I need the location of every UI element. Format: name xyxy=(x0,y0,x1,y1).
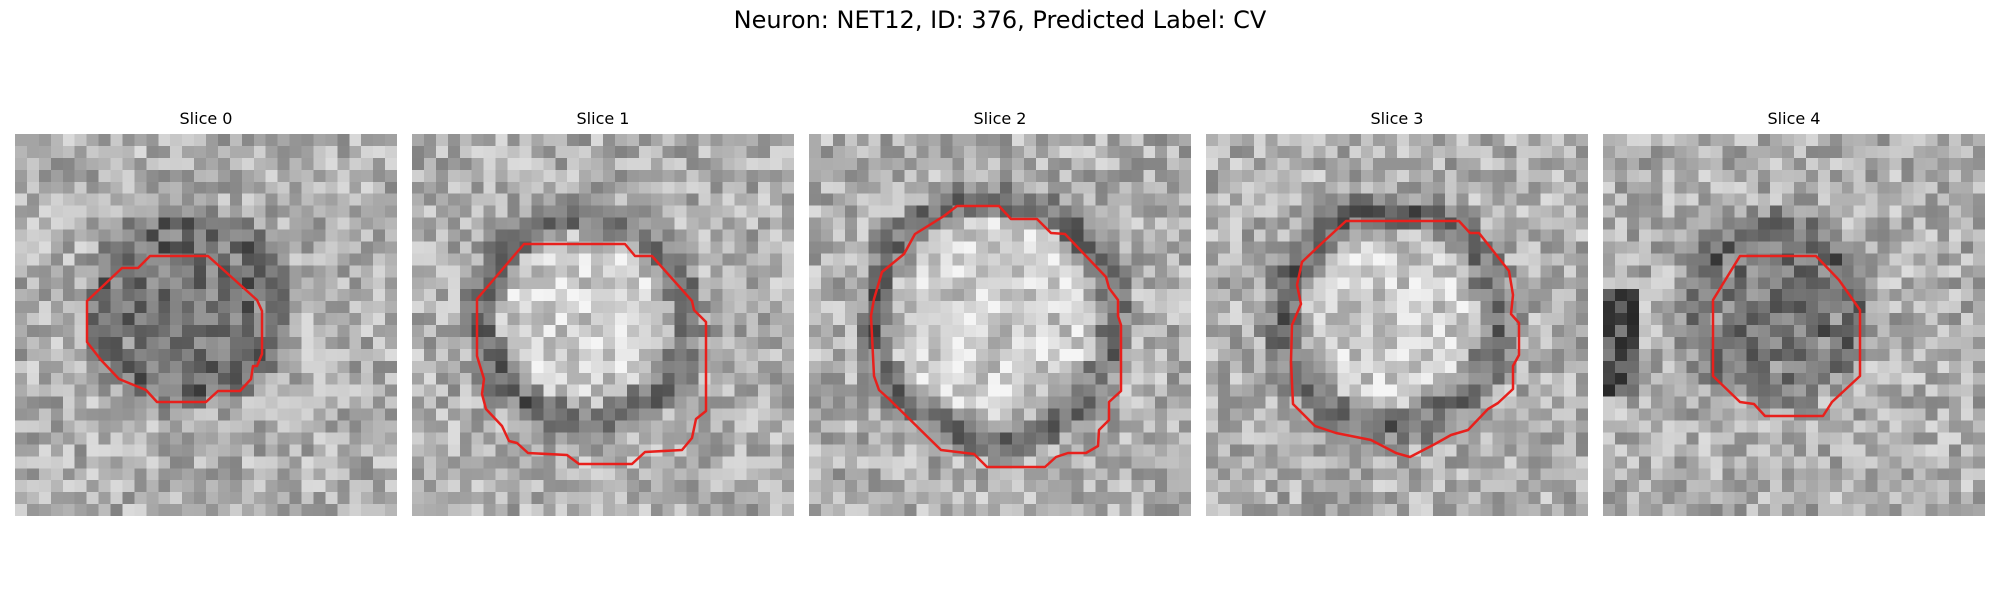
slice-title: Slice 0 xyxy=(179,109,233,128)
contour-overlay xyxy=(1289,219,1521,459)
contour-overlay xyxy=(1711,254,1862,418)
slice-panel-3: Slice 3 xyxy=(1206,108,1588,516)
slice-panel-0: Slice 0 xyxy=(15,108,397,516)
contour-overlay xyxy=(869,204,1123,469)
em-micrograph xyxy=(1603,134,1985,516)
contour-overlay xyxy=(475,242,708,466)
contour-outline xyxy=(85,254,264,404)
slice-image xyxy=(1206,134,1588,516)
slice-image xyxy=(809,134,1191,516)
slice-title: Slice 3 xyxy=(1370,109,1424,128)
slice-image xyxy=(412,134,794,516)
slice-title: Slice 1 xyxy=(576,109,630,128)
em-micrograph xyxy=(412,134,794,516)
slice-title: Slice 4 xyxy=(1767,109,1821,128)
contour-outline xyxy=(1711,254,1862,418)
slice-title: Slice 2 xyxy=(973,109,1027,128)
slice-panel-1: Slice 1 xyxy=(412,108,794,516)
slice-image xyxy=(15,134,397,516)
contour-outline xyxy=(1289,219,1521,459)
slice-panel-2: Slice 2 xyxy=(809,108,1191,516)
contour-outline xyxy=(869,204,1123,469)
em-micrograph xyxy=(15,134,397,516)
figure-title: Neuron: NET12, ID: 376, Predicted Label:… xyxy=(733,6,1267,34)
slice-panel-4: Slice 4 xyxy=(1603,108,1985,516)
contour-outline xyxy=(475,242,708,466)
contour-overlay xyxy=(85,254,264,404)
slice-image xyxy=(1603,134,1985,516)
